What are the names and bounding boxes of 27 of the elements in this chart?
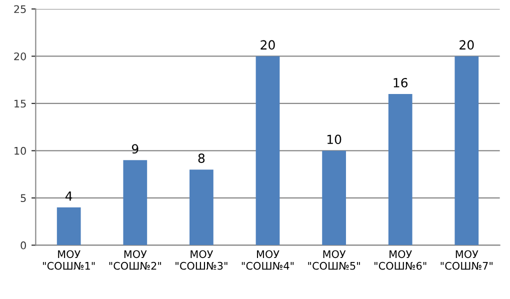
x-tick-label: МОУ "СОШ№6" <box>374 250 426 270</box>
bar <box>56 207 81 246</box>
bar <box>123 160 148 246</box>
bar <box>322 150 346 246</box>
x-tick-label: МОУ "СОШ№1" <box>43 250 95 270</box>
data-label: 20 <box>260 40 275 50</box>
x-tick-label: МОУ "СОШ№7" <box>440 250 492 270</box>
data-label: 16 <box>394 78 408 88</box>
x-tick-label: МОУ "СОШ№4" <box>242 250 294 270</box>
bar <box>454 56 479 246</box>
x-tick-label: МОУ "СОШ№5" <box>308 250 360 270</box>
data-label: 8 <box>198 154 205 164</box>
data-label: 4 <box>65 192 72 201</box>
data-label: 20 <box>460 40 474 50</box>
bar <box>190 170 214 246</box>
y-tick-label: 5 <box>20 194 26 202</box>
y-tick-label: 15 <box>14 100 26 108</box>
y-tick-label: 0 <box>20 241 26 250</box>
y-tick-label: 25 <box>14 5 26 14</box>
x-tick-label: МОУ "СОШ№3" <box>176 250 228 270</box>
data-label: 10 <box>327 134 342 144</box>
bar <box>388 94 412 246</box>
bar <box>256 56 280 246</box>
data-label: 9 <box>132 144 138 154</box>
x-tick-label: МОУ "СОШ№2" <box>109 250 161 270</box>
y-tick-label: 20 <box>14 52 26 60</box>
y-tick-label: 10 <box>14 146 26 155</box>
